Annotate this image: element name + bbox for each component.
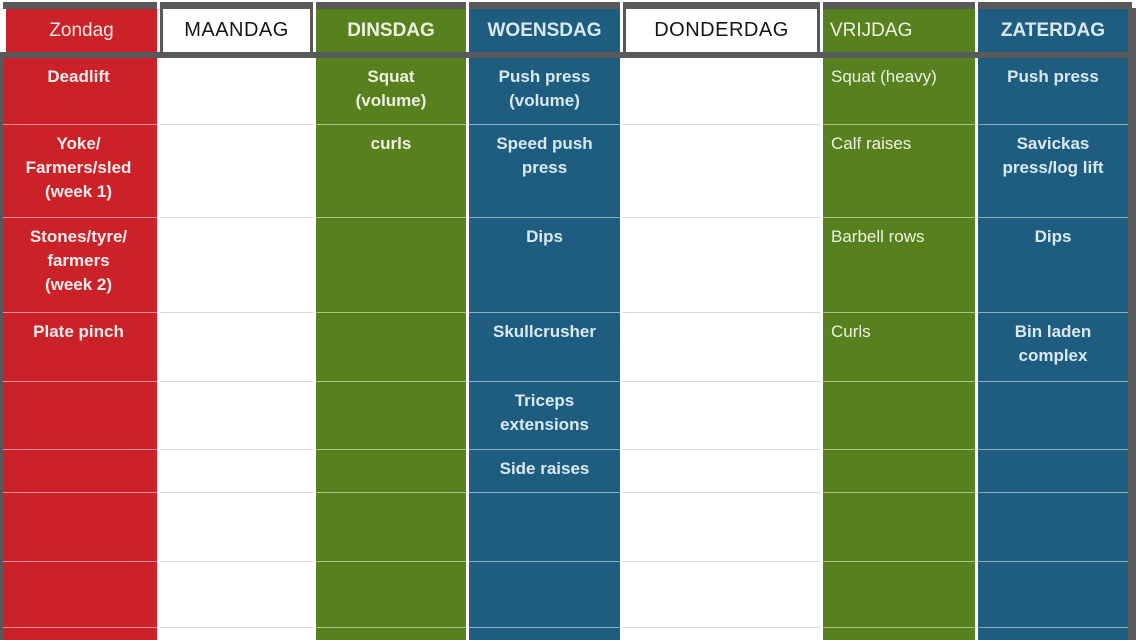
cell-vrijdag-row3[interactable]: Barbell rows <box>823 218 975 313</box>
cell-vrijdag-row9[interactable] <box>823 628 975 640</box>
cell-donderdag-row8[interactable] <box>623 562 820 628</box>
cell-zondag-row9[interactable] <box>0 628 157 640</box>
column-top-border-vrijdag <box>823 2 975 9</box>
cell-donderdag-row3[interactable] <box>623 218 820 313</box>
cell-dinsdag-row9[interactable] <box>316 628 466 640</box>
cell-woensdag-row1[interactable]: Push press (volume) <box>469 58 620 125</box>
cell-woensdag-row7[interactable] <box>469 493 620 562</box>
cell-zaterdag-row2[interactable]: Savickas press/log lift <box>978 125 1128 218</box>
day-header-dinsdag[interactable]: DINSDAG <box>316 9 466 52</box>
cell-zaterdag-row6[interactable] <box>978 450 1128 493</box>
column-top-border-zaterdag <box>978 2 1132 9</box>
cell-donderdag-row6[interactable] <box>623 450 820 493</box>
day-header-zaterdag[interactable]: ZATERDAG <box>978 9 1128 52</box>
cell-vrijdag-row1[interactable]: Squat (heavy) <box>823 58 975 125</box>
cell-maandag-row4[interactable] <box>160 313 313 382</box>
day-header-woensdag[interactable]: WOENSDAG <box>469 9 620 52</box>
cell-vrijdag-row7[interactable] <box>823 493 975 562</box>
column-top-border-dinsdag <box>316 2 466 9</box>
cell-dinsdag-row1[interactable]: Squat (volume) <box>316 58 466 125</box>
cell-zondag-row2[interactable]: Yoke/ Farmers/sled (week 1) <box>0 125 157 218</box>
cell-woensdag-row4[interactable]: Skullcrusher <box>469 313 620 382</box>
cell-maandag-row2[interactable] <box>160 125 313 218</box>
day-header-zondag[interactable]: Zondag <box>6 9 157 52</box>
cell-maandag-row6[interactable] <box>160 450 313 493</box>
cell-zondag-row3[interactable]: Stones/tyre/ farmers (week 2) <box>0 218 157 313</box>
cell-woensdag-row3[interactable]: Dips <box>469 218 620 313</box>
cell-vrijdag-row2[interactable]: Calf raises <box>823 125 975 218</box>
cell-donderdag-row2[interactable] <box>623 125 820 218</box>
cell-dinsdag-row2[interactable]: curls <box>316 125 466 218</box>
cell-vrijdag-row5[interactable] <box>823 382 975 450</box>
table-left-border <box>0 58 3 640</box>
cell-woensdag-row5[interactable]: Triceps extensions <box>469 382 620 450</box>
cell-zondag-row7[interactable] <box>0 493 157 562</box>
day-header-donderdag[interactable]: DONDERDAG <box>623 9 820 52</box>
cell-dinsdag-row3[interactable] <box>316 218 466 313</box>
cell-zondag-row4[interactable]: Plate pinch <box>0 313 157 382</box>
cell-zaterdag-row8[interactable] <box>978 562 1128 628</box>
header-bottom-border <box>0 52 1128 58</box>
cell-dinsdag-row5[interactable] <box>316 382 466 450</box>
cell-donderdag-row7[interactable] <box>623 493 820 562</box>
cell-maandag-row3[interactable] <box>160 218 313 313</box>
cell-maandag-row9[interactable] <box>160 628 313 640</box>
cell-zaterdag-row4[interactable]: Bin laden complex <box>978 313 1128 382</box>
column-top-border-donderdag <box>623 2 820 9</box>
cell-zondag-row6[interactable] <box>0 450 157 493</box>
table-right-border <box>1128 8 1136 640</box>
cell-dinsdag-row4[interactable] <box>316 313 466 382</box>
cell-maandag-row7[interactable] <box>160 493 313 562</box>
cell-donderdag-row5[interactable] <box>623 382 820 450</box>
cell-zaterdag-row3[interactable]: Dips <box>978 218 1128 313</box>
cell-zaterdag-row9[interactable] <box>978 628 1128 640</box>
cell-zaterdag-row5[interactable] <box>978 382 1128 450</box>
cell-zaterdag-row7[interactable] <box>978 493 1128 562</box>
cell-woensdag-row6[interactable]: Side raises <box>469 450 620 493</box>
cell-woensdag-row2[interactable]: Speed push press <box>469 125 620 218</box>
cell-donderdag-row1[interactable] <box>623 58 820 125</box>
cell-donderdag-row9[interactable] <box>623 628 820 640</box>
column-top-border-zondag <box>3 2 157 9</box>
cell-vrijdag-row4[interactable]: Curls <box>823 313 975 382</box>
cell-vrijdag-row8[interactable] <box>823 562 975 628</box>
day-header-maandag[interactable]: MAANDAG <box>160 9 313 52</box>
cell-woensdag-row8[interactable] <box>469 562 620 628</box>
column-top-border-woensdag <box>469 2 620 9</box>
cell-donderdag-row4[interactable] <box>623 313 820 382</box>
cell-vrijdag-row6[interactable] <box>823 450 975 493</box>
cell-zaterdag-row1[interactable]: Push press <box>978 58 1128 125</box>
cell-zondag-row5[interactable] <box>0 382 157 450</box>
cell-zondag-row1[interactable]: Deadlift <box>0 58 157 125</box>
cell-dinsdag-row6[interactable] <box>316 450 466 493</box>
day-header-vrijdag[interactable]: VRIJDAG <box>823 9 975 52</box>
cell-zondag-row8[interactable] <box>0 562 157 628</box>
cell-maandag-row1[interactable] <box>160 58 313 125</box>
cell-maandag-row5[interactable] <box>160 382 313 450</box>
cell-dinsdag-row8[interactable] <box>316 562 466 628</box>
cell-woensdag-row9[interactable] <box>469 628 620 640</box>
column-top-border-maandag <box>160 2 313 9</box>
cell-dinsdag-row7[interactable] <box>316 493 466 562</box>
cell-maandag-row8[interactable] <box>160 562 313 628</box>
